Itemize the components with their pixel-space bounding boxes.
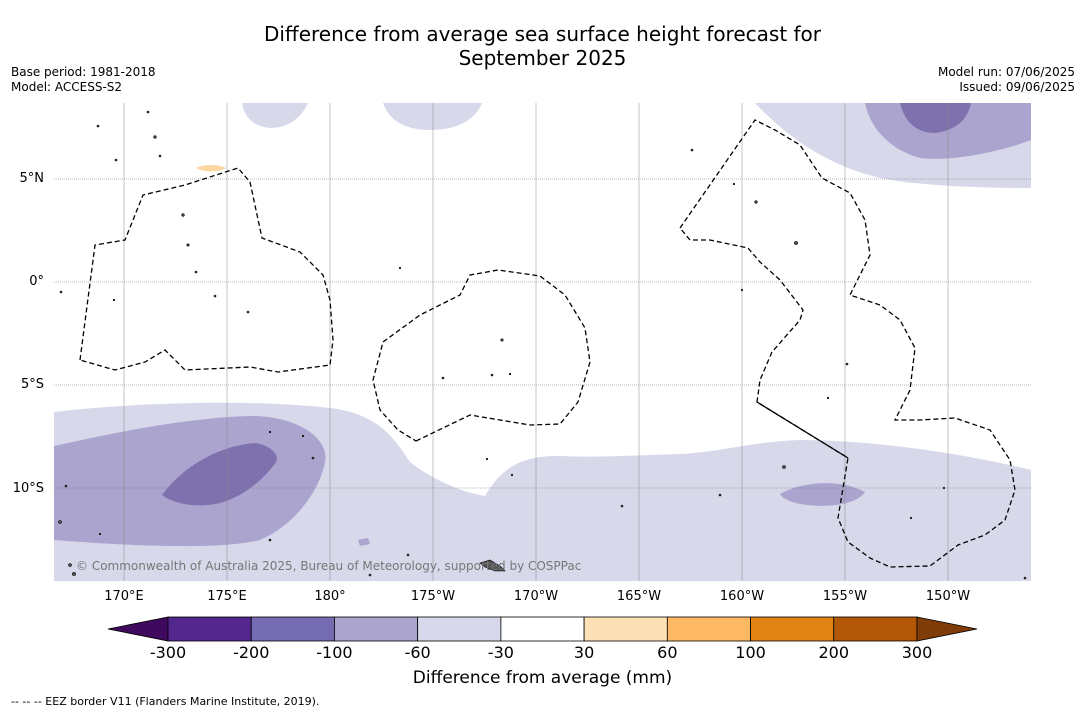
map-plot-area [54,103,1031,581]
lon-label-155w: 155°W [822,589,868,604]
colorbar-segment [500,616,585,642]
lon-label-175w: 175°W [410,589,456,604]
islands [58,110,1027,580]
colorbar-tick-label: 100 [735,643,766,662]
meta-right: Model run: 07/06/2025 Issued: 09/06/2025 [938,65,1075,95]
lon-label-170e: 170°E [104,589,144,604]
lon-label-170w: 170°W [513,589,559,604]
lon-label-160w: 160°W [719,589,765,604]
anomaly-band-strong [162,103,971,506]
base-period: Base period: 1981-2018 [11,65,156,79]
colorbar-segment [583,616,668,642]
colorbar-segment [833,616,918,642]
model-run: Model run: 07/06/2025 [937,65,1075,79]
colorbar-tick-label: 200 [818,643,850,662]
colorbar-segment [666,616,751,642]
title-line-2: September 2025 [458,46,627,70]
issued-date: Issued: 09/06/2025 [959,80,1075,94]
eez-eastern [679,119,1016,568]
solid-border-segment [756,401,849,459]
lon-label-175e: 175°E [207,589,247,604]
colorbar-tick-label: -200 [233,643,270,662]
lat-label-0: 0° [29,274,44,289]
lon-label-180: 180° [314,589,346,604]
lat-label-10s: 10°S [12,481,44,496]
lon-label-150w: 150°W [925,589,971,604]
colorbar-title: Difference from average (mm) [412,668,673,688]
colorbar-arrow-high [916,616,978,642]
colorbar-tick-label: -60 [404,643,431,662]
colorbar-arrow-low [107,616,169,642]
lon-label-165w: 165°W [616,589,662,604]
colorbar-tick-label: -30 [487,643,514,662]
eez-central [372,269,591,442]
title-line-1: Difference from average sea surface heig… [263,22,822,46]
lat-label-5n: 5°N [19,171,45,186]
colorbar-segment [167,616,252,642]
longitude-gridlines [123,103,949,581]
small-anomaly-patch [358,538,370,546]
map-title: Difference from average sea surface heig… [0,22,1085,70]
northeast-anomaly-strong [900,103,971,133]
positive-anomaly-patch [196,165,226,172]
north-anomaly-blob-2 [383,103,482,130]
colorbar-tick-label: -100 [316,643,353,662]
eez-borders [79,119,1016,568]
southwest-anomaly-strong [162,443,277,506]
colorbar-segment [250,616,335,642]
meta-left: Base period: 1981-2018 Model: ACCESS-S2 [11,65,156,95]
colorbar-segment [750,616,835,642]
eez-western [79,167,334,373]
southeast-anomaly-medium [780,483,865,506]
copyright-credit: © Commonwealth of Australia 2025, Bureau… [76,559,582,573]
colorbar-tick-label: 300 [901,643,933,662]
colorbar-tick-label: -300 [149,643,187,662]
north-anomaly-blob-1 [242,103,308,128]
model-name: Model: ACCESS-S2 [11,80,123,94]
colorbar-segment [417,616,502,642]
eez-legend-footnote: -- -- -- EEZ border V11 (Flanders Marine… [11,695,320,708]
colorbar-segment [334,616,419,642]
latitude-gridlines [54,178,1031,489]
colorbar-tick-label: 30 [573,643,595,662]
colorbar-tick-label: 60 [657,643,678,662]
lat-label-5s: 5°S [20,377,44,392]
